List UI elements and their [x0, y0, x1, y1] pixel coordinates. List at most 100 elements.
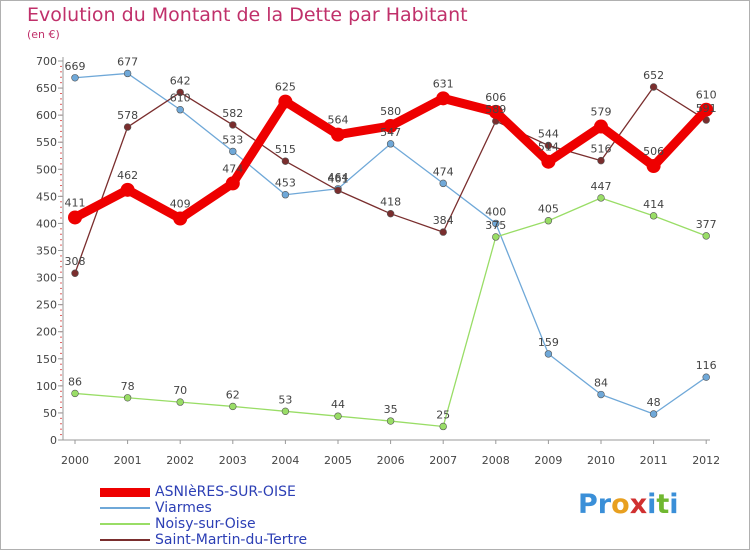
legend-item: Noisy-sur-Oise [100, 516, 307, 532]
data-label: 474 [222, 162, 243, 175]
data-point [71, 269, 79, 277]
data-label: 610 [170, 92, 191, 105]
y-tick-label: 600 [36, 109, 57, 122]
data-label: 578 [117, 109, 138, 122]
x-tick-label: 2006 [377, 454, 405, 467]
logo-letter: o [611, 489, 630, 520]
data-point [488, 104, 503, 119]
logo-letter: P [578, 489, 598, 520]
data-point [386, 140, 395, 148]
y-tick-label: 550 [36, 136, 57, 149]
data-label: 544 [538, 127, 559, 140]
data-label: 308 [65, 255, 86, 268]
data-point [225, 176, 240, 191]
y-tick-label: 100 [36, 380, 57, 393]
data-point [702, 373, 710, 381]
legend-swatch [100, 507, 150, 509]
data-label: 677 [117, 55, 138, 68]
data-point [597, 194, 605, 202]
chart-title: Evolution du Montant de la Dette par Hab… [27, 4, 468, 26]
logo-letter: t [656, 489, 670, 520]
data-point [597, 156, 605, 165]
data-label: 25 [436, 408, 450, 421]
data-label: 411 [65, 196, 86, 209]
data-point [492, 219, 500, 228]
data-point [123, 69, 132, 78]
data-point [334, 186, 342, 195]
data-label: 547 [380, 126, 401, 139]
data-point [229, 121, 237, 129]
data-point [649, 212, 658, 220]
data-label: 78 [121, 380, 135, 393]
series-line [74, 197, 707, 428]
data-label: 409 [170, 198, 191, 211]
legend-swatch [100, 523, 150, 525]
data-point [176, 88, 184, 97]
legend-item: Viarmes [100, 500, 307, 516]
data-point [649, 83, 658, 91]
data-point [699, 102, 714, 117]
data-point [649, 410, 658, 418]
legend-label: Viarmes [155, 500, 212, 516]
x-tick-label: 2002 [166, 454, 194, 467]
data-point [229, 147, 237, 156]
data-point [544, 217, 553, 225]
data-label: 464 [328, 171, 349, 184]
data-label: 400 [485, 205, 506, 218]
data-label: 625 [275, 81, 296, 94]
data-label: 44 [331, 398, 345, 411]
data-label: 506 [643, 145, 664, 158]
y-tick-label: 200 [36, 326, 57, 339]
data-label: 377 [696, 218, 717, 231]
data-point [597, 390, 605, 399]
chart-subtitle: (en €) [27, 28, 60, 41]
data-point [334, 412, 342, 420]
x-tick-label: 2001 [114, 454, 142, 467]
data-label: 62 [226, 388, 240, 401]
data-label: 48 [647, 396, 661, 409]
data-point [278, 94, 293, 109]
y-tick-label: 700 [36, 55, 57, 68]
data-point [71, 389, 79, 398]
y-tick-label: 150 [36, 353, 57, 366]
data-label: 418 [380, 196, 401, 209]
data-label: 516 [591, 143, 612, 156]
x-tick-label: 2009 [534, 454, 562, 467]
x-tick-label: 2011 [640, 454, 668, 467]
data-point [281, 157, 290, 165]
data-label: 631 [433, 77, 454, 90]
legend-label: Noisy-sur-Oise [155, 516, 256, 532]
data-label: 669 [65, 60, 86, 73]
data-label: 35 [384, 403, 398, 416]
data-point [281, 191, 290, 199]
data-label: 606 [485, 91, 506, 104]
y-tick-label: 400 [36, 217, 57, 230]
logo-letter: i [669, 489, 679, 520]
x-tick-label: 2007 [429, 454, 457, 467]
data-point [544, 350, 553, 358]
logo-letter: i [647, 489, 657, 520]
data-label: 610 [696, 89, 717, 102]
data-label: 414 [643, 198, 664, 211]
data-point [386, 417, 395, 425]
data-point [436, 91, 451, 106]
data-point [123, 123, 132, 131]
x-tick-label: 2005 [324, 454, 352, 467]
logo-letter: r [597, 489, 612, 520]
data-label: 86 [68, 375, 82, 388]
data-label: 533 [222, 133, 243, 146]
data-label: 375 [485, 219, 506, 232]
proxiti-logo: Proxiti [578, 489, 679, 520]
data-label: 384 [433, 214, 454, 227]
data-label: 589 [485, 103, 506, 116]
data-label: 474 [433, 165, 454, 178]
data-point [331, 127, 345, 142]
data-point [120, 182, 135, 197]
x-tick-label: 2008 [482, 454, 510, 467]
y-tick-label: 350 [36, 245, 57, 258]
data-point [123, 394, 132, 402]
data-point [173, 211, 188, 226]
data-point [386, 209, 395, 218]
data-label: 515 [275, 143, 296, 156]
